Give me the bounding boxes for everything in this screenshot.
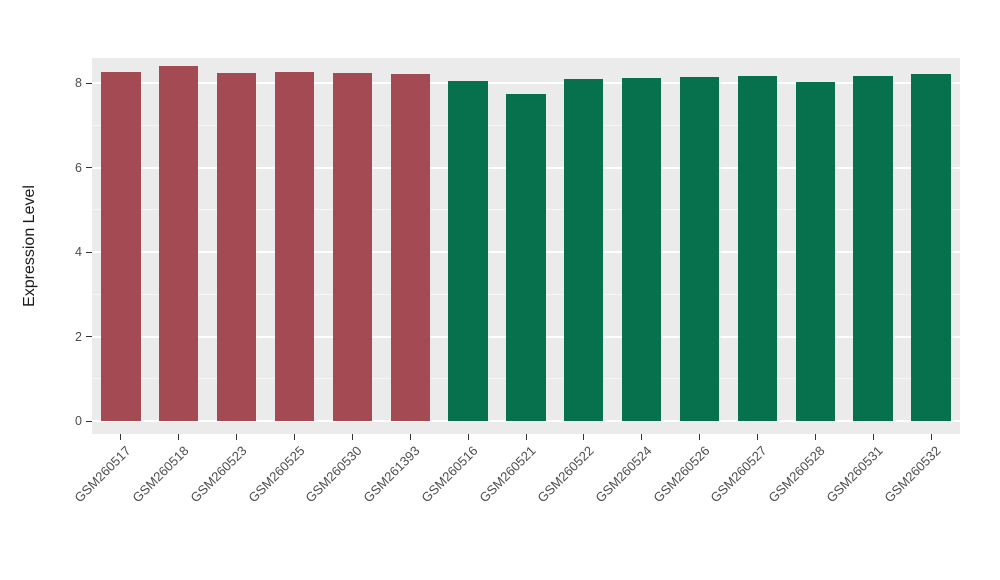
x-tick-label-GSM260526: GSM260526 (649, 443, 713, 506)
bar-GSM260525 (274, 71, 315, 421)
bar-slot (671, 58, 729, 421)
bar-GSM260518 (159, 66, 199, 421)
x-tick-label-GSM260517: GSM260517 (71, 443, 134, 506)
x-tick-label-GSM260530: GSM260530 (302, 443, 366, 506)
bar-GSM260530 (332, 73, 373, 421)
y-axis-title: Expression Level (21, 185, 38, 307)
bar-GSM260524 (621, 78, 662, 421)
bar-GSM261393 (390, 73, 430, 421)
x-tick-mark (120, 434, 122, 440)
x-tick-label-GSM261393: GSM261393 (360, 443, 423, 506)
y-tick-mark (86, 251, 92, 253)
x-tick-mark (930, 434, 932, 440)
bar-GSM260517 (101, 71, 141, 421)
bar-slot (613, 58, 671, 421)
bar-GSM260531 (853, 76, 893, 421)
bar-slot (381, 58, 439, 421)
bar-GSM260523 (216, 72, 257, 421)
bar-slot (902, 58, 960, 421)
y-tick-label: 0 (75, 414, 82, 428)
bar-slot (728, 58, 786, 421)
x-tick-label-GSM260523: GSM260523 (187, 443, 250, 506)
x-tick-mark (351, 434, 353, 440)
y-tick-label: 2 (75, 329, 82, 344)
x-tick-label-GSM260531: GSM260531 (823, 443, 886, 506)
bar-GSM260532 (911, 74, 951, 421)
bar-slot (150, 58, 208, 421)
x-tick-label-GSM260525: GSM260525 (244, 443, 308, 506)
bar-GSM260521 (506, 94, 546, 421)
x-tick-mark (178, 434, 180, 440)
x-tick-mark (699, 434, 701, 440)
bars-container (92, 58, 960, 421)
y-tick-label: 6 (75, 160, 82, 175)
x-tick-mark (236, 434, 238, 440)
bar-slot (92, 58, 150, 421)
y-tick-label: 8 (75, 76, 82, 91)
y-tick-label: 4 (75, 245, 82, 260)
bar-slot (208, 58, 266, 421)
y-tick-mark (86, 336, 92, 338)
plot-panel (92, 58, 960, 434)
x-tick-label-GSM260527: GSM260527 (707, 443, 771, 506)
bar-slot (786, 58, 844, 421)
bar-slot (497, 58, 555, 421)
y-tick-mark (86, 82, 92, 84)
gridline-major (92, 82, 960, 85)
y-tick-mark (86, 167, 92, 169)
bar-GSM260522 (564, 79, 604, 421)
bar-GSM260527 (737, 75, 778, 421)
bar-GSM260516 (448, 81, 488, 421)
x-tick-mark (467, 434, 469, 440)
bar-slot (266, 58, 324, 421)
x-tick-label-GSM260524: GSM260524 (592, 443, 655, 506)
x-tick-label-GSM260516: GSM260516 (418, 443, 481, 506)
bar-GSM260528 (795, 82, 835, 421)
x-tick-mark (814, 434, 816, 440)
x-tick-mark (294, 434, 296, 440)
bar-slot (844, 58, 902, 421)
y-tick-mark (86, 420, 92, 422)
x-tick-label-GSM260528: GSM260528 (765, 443, 828, 506)
bar-GSM260526 (679, 77, 720, 421)
bar-slot (555, 58, 613, 421)
x-tick-mark (409, 434, 411, 440)
x-tick-label-GSM260522: GSM260522 (534, 443, 597, 506)
x-tick-label-GSM260521: GSM260521 (476, 443, 539, 506)
bar-slot (323, 58, 381, 421)
gridline-major (92, 420, 960, 422)
x-tick-label-GSM260518: GSM260518 (129, 443, 192, 506)
bar-slot (439, 58, 497, 421)
x-tick-mark (525, 434, 527, 440)
x-tick-mark (756, 434, 758, 440)
x-tick-mark (583, 434, 585, 440)
x-tick-mark (641, 434, 643, 440)
x-tick-label-GSM260532: GSM260532 (881, 443, 944, 506)
x-tick-mark (872, 434, 874, 440)
